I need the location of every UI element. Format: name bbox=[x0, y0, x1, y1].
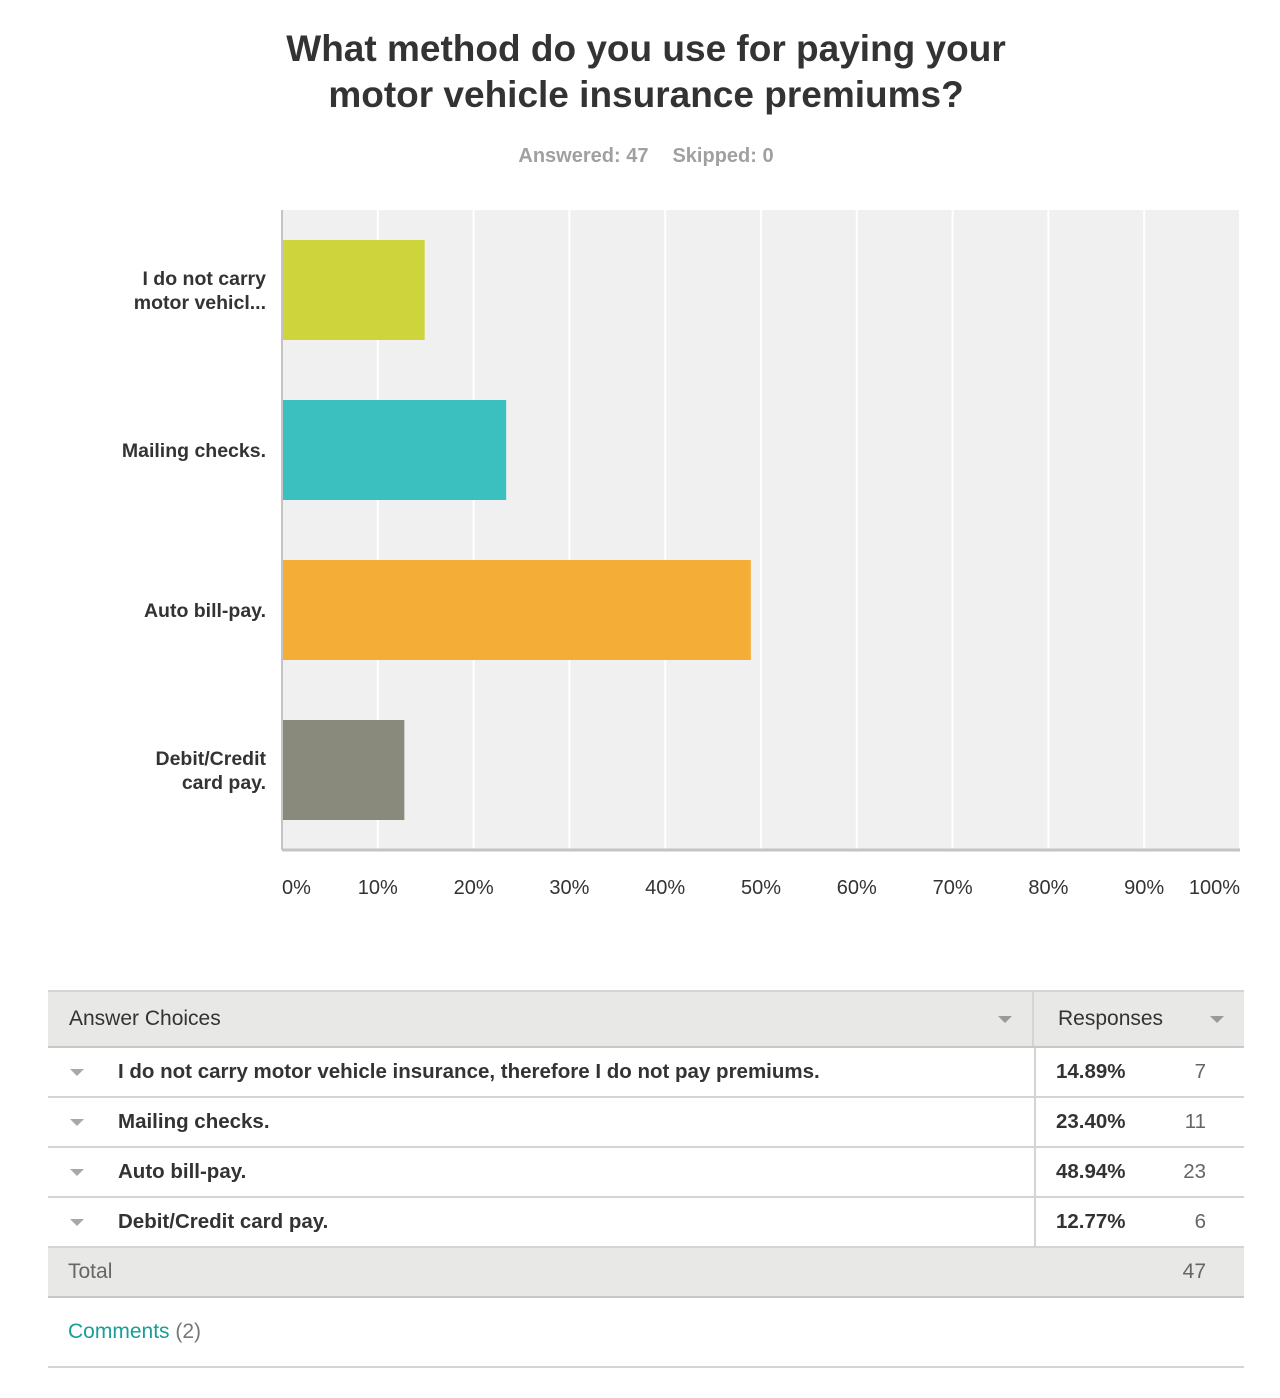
answer-choices-header-label: Answer Choices bbox=[69, 1007, 221, 1030]
x-tick-label: 90% bbox=[1124, 877, 1164, 899]
sort-caret-icon[interactable] bbox=[1210, 1016, 1224, 1023]
chart-title-line-1: What method do you use for paying your bbox=[286, 28, 1006, 69]
responses-header-label: Responses bbox=[1058, 1007, 1164, 1030]
expand-caret-icon[interactable] bbox=[70, 1219, 84, 1226]
category-labels: I do not carry motor vehicl... Mailing che… bbox=[122, 268, 267, 794]
category-label: Debit/Credit card pay. bbox=[155, 748, 266, 794]
x-axis-tick-labels: 0% 10% 20% 30% 40% 50% 60% 70% 80% 90% 100% bbox=[282, 877, 1240, 899]
sort-caret-icon[interactable] bbox=[998, 1016, 1012, 1023]
response-percent: 12.77% bbox=[1056, 1210, 1126, 1233]
bar[interactable] bbox=[282, 240, 425, 340]
bar[interactable] bbox=[282, 720, 405, 820]
choice-cell: Mailing checks. bbox=[48, 1098, 1036, 1146]
x-tick-label: 70% bbox=[933, 877, 973, 899]
table-header: Answer Choices Responses bbox=[48, 990, 1244, 1048]
x-tick-label: 40% bbox=[645, 877, 685, 899]
expand-caret-icon[interactable] bbox=[70, 1119, 84, 1126]
category-label: Auto bill-pay. bbox=[144, 600, 266, 622]
category-label-line: Debit/Credit bbox=[155, 748, 266, 770]
response-count: 6 bbox=[1194, 1210, 1206, 1233]
category-label-line: I do not carry bbox=[142, 268, 266, 290]
table-row: Auto bill-pay. 48.94% 23 bbox=[48, 1148, 1244, 1198]
x-tick-label: 80% bbox=[1028, 877, 1068, 899]
table-row: Debit/Credit card pay. 12.77% 6 bbox=[48, 1198, 1244, 1248]
expand-caret-icon[interactable] bbox=[70, 1169, 84, 1176]
comments-count: (2) bbox=[175, 1320, 202, 1343]
bar[interactable] bbox=[282, 560, 751, 660]
category-label-line: Auto bill-pay. bbox=[144, 600, 266, 622]
chart-title: What method do you use for paying your m… bbox=[0, 26, 1280, 118]
x-tick-label: 50% bbox=[741, 877, 781, 899]
response-percent: 14.89% bbox=[1056, 1060, 1126, 1083]
skipped-count: Skipped: 0 bbox=[672, 145, 774, 167]
results-table: Answer Choices Responses I do not carry … bbox=[48, 990, 1244, 1368]
total-value: 47 bbox=[1182, 1260, 1206, 1283]
category-label-line: Mailing checks. bbox=[122, 440, 266, 462]
responses-header[interactable]: Responses bbox=[1036, 992, 1244, 1046]
x-tick-label: 0% bbox=[282, 877, 311, 899]
bars bbox=[282, 240, 751, 820]
answer-choices-header[interactable]: Answer Choices bbox=[48, 992, 1034, 1046]
x-tick-label: 100% bbox=[1189, 877, 1240, 899]
chart-title-line-2: motor vehicle insurance premiums? bbox=[328, 74, 964, 115]
bar-chart: I do not carry motor vehicl... Mailing che… bbox=[122, 210, 1241, 899]
category-label-line: card pay. bbox=[182, 772, 266, 794]
response-percent: 48.94% bbox=[1056, 1160, 1126, 1183]
x-tick-label: 10% bbox=[358, 877, 398, 899]
category-label-line: motor vehicl... bbox=[134, 292, 266, 314]
comments-link[interactable]: Comments bbox=[68, 1320, 170, 1343]
x-tick-label: 60% bbox=[837, 877, 877, 899]
choice-cell: I do not carry motor vehicle insurance, … bbox=[48, 1048, 1036, 1096]
response-count: 23 bbox=[1183, 1160, 1206, 1183]
choice-label: Debit/Credit card pay. bbox=[118, 1210, 329, 1233]
response-stats: Answered: 47 Skipped: 0 bbox=[0, 145, 1280, 168]
comments-line: Comments (2) bbox=[68, 1298, 201, 1366]
choice-label: Auto bill-pay. bbox=[118, 1160, 247, 1183]
category-label: I do not carry motor vehicl... bbox=[134, 268, 266, 314]
response-count: 11 bbox=[1184, 1110, 1206, 1133]
comments-row: Comments (2) bbox=[48, 1298, 1244, 1368]
x-tick-label: 20% bbox=[454, 877, 494, 899]
total-label: Total bbox=[68, 1260, 113, 1283]
choice-cell: Debit/Credit card pay. bbox=[48, 1198, 1036, 1246]
bar[interactable] bbox=[282, 400, 507, 500]
answered-count: Answered: 47 bbox=[518, 145, 649, 167]
category-label: Mailing checks. bbox=[122, 440, 266, 462]
choice-cell: Auto bill-pay. bbox=[48, 1148, 1036, 1196]
response-percent: 23.40% bbox=[1056, 1110, 1126, 1133]
expand-caret-icon[interactable] bbox=[70, 1069, 84, 1076]
choice-label: Mailing checks. bbox=[118, 1110, 270, 1133]
table-row: I do not carry motor vehicle insurance, … bbox=[48, 1048, 1244, 1098]
total-row: Total 47 bbox=[48, 1248, 1244, 1298]
response-count: 7 bbox=[1194, 1060, 1206, 1083]
x-tick-label: 30% bbox=[549, 877, 589, 899]
choice-label: I do not carry motor vehicle insurance, … bbox=[118, 1060, 820, 1083]
table-row: Mailing checks. 23.40% 11 bbox=[48, 1098, 1244, 1148]
